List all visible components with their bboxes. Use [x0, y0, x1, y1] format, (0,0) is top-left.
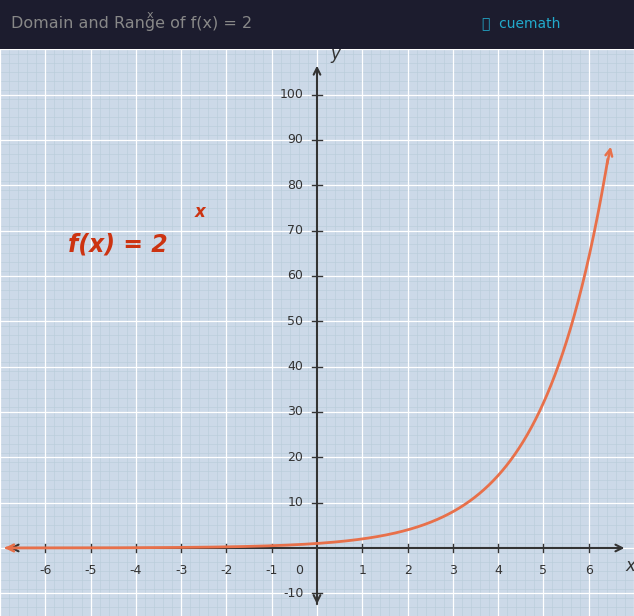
Text: 30: 30	[288, 405, 304, 418]
Text: -6: -6	[39, 564, 51, 577]
Text: 80: 80	[287, 179, 304, 192]
Text: -2: -2	[220, 564, 233, 577]
Text: 70: 70	[287, 224, 304, 237]
Text: -1: -1	[266, 564, 278, 577]
Text: x: x	[147, 10, 153, 20]
Text: 6: 6	[585, 564, 593, 577]
Text: 3: 3	[449, 564, 456, 577]
Text: 10: 10	[288, 496, 304, 509]
Text: x: x	[195, 203, 205, 222]
Text: 2: 2	[404, 564, 411, 577]
Text: 20: 20	[288, 451, 304, 464]
Text: 100: 100	[280, 88, 304, 101]
Text: 90: 90	[288, 134, 304, 147]
Text: 4: 4	[495, 564, 502, 577]
Text: -3: -3	[175, 564, 187, 577]
Text: 60: 60	[288, 269, 304, 283]
Text: -10: -10	[283, 587, 304, 600]
Text: Domain and Range of f(x) = 2: Domain and Range of f(x) = 2	[11, 15, 252, 31]
Text: f(x) = 2: f(x) = 2	[68, 232, 167, 256]
Text: x: x	[625, 557, 634, 575]
Text: 5: 5	[540, 564, 547, 577]
Text: y: y	[330, 45, 340, 63]
Text: 50: 50	[287, 315, 304, 328]
Text: 🚀  cuemath: 🚀 cuemath	[482, 16, 560, 30]
Text: -4: -4	[130, 564, 142, 577]
Text: 1: 1	[358, 564, 366, 577]
Text: 0: 0	[295, 564, 303, 577]
Text: 40: 40	[288, 360, 304, 373]
Text: -5: -5	[84, 564, 97, 577]
